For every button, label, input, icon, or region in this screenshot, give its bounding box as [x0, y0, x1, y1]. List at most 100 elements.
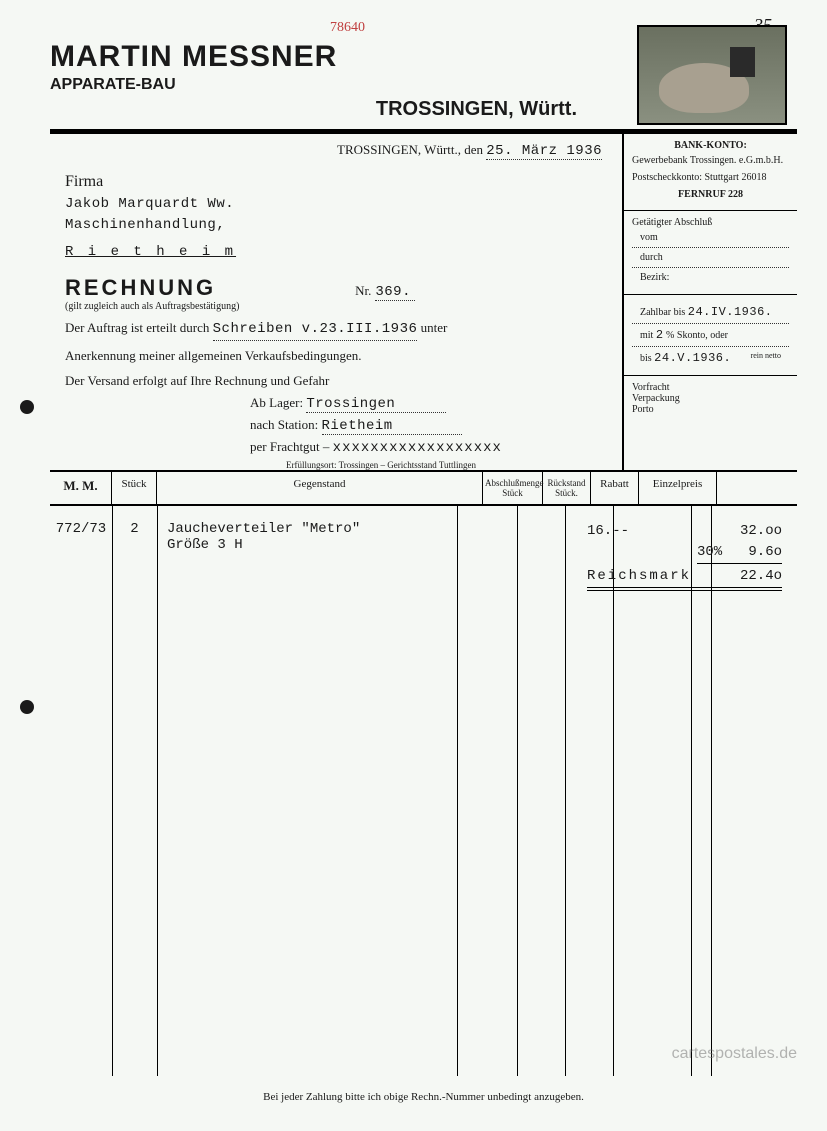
acknowledgement-line: Anerkennung meiner allgemeinen Verkaufsb…: [65, 346, 612, 366]
fulfillment-line: Erfüllungsort: Trossingen – Gerichtsstan…: [150, 460, 612, 470]
rabatt-value: 9.6o: [748, 542, 782, 563]
station-line: nach Station: Rietheim: [250, 417, 612, 435]
invoice-title: RECHNUNG: [65, 275, 216, 301]
vline: [711, 506, 712, 1076]
vom-field: vom: [632, 228, 789, 248]
cell-stuck: 2: [112, 521, 157, 553]
bezirk-field: Bezirk:: [632, 268, 789, 288]
mit-label: mit: [640, 330, 653, 341]
rein-netto: rein netto: [751, 351, 781, 360]
th-mm: M. M.: [50, 472, 112, 504]
date-line: TROSSINGEN, Württ., den 25. März 1936: [50, 142, 612, 160]
invoice-number-label: Nr.: [355, 283, 371, 299]
date-location: TROSSINGEN, Württ., den: [337, 142, 483, 157]
payment-section: Zahlbar bis 24.IV.1936. mit 2 % Skonto, …: [624, 295, 797, 376]
vline: [613, 506, 614, 1076]
vline: [565, 506, 566, 1076]
ab-lager-line: Ab Lager: Trossingen: [250, 395, 612, 413]
verpackung-label: Verpackung: [632, 393, 789, 404]
bank-line2: Postscheckkonto: Stuttgart 26018: [632, 170, 789, 185]
order-prefix: Der Auftrag ist erteilt durch: [65, 320, 209, 335]
subtotal: 32.oo: [740, 521, 782, 542]
per-strikeout: xxxxxxxxxxxxxxxxxx: [333, 440, 502, 456]
right-column: BANK-KONTO: Gewerbebank Trossingen. e.G.…: [622, 134, 797, 470]
item-line1: Jaucheverteiler "Metro": [167, 521, 457, 537]
footer-note: Bei jeder Zahlung bitte ich obige Rechn.…: [50, 1091, 797, 1103]
order-suffix: unter: [421, 320, 448, 335]
recipient-city: R i e t h e i m: [65, 242, 612, 263]
station-label: nach Station:: [250, 417, 318, 432]
zahlbar-label: Zahlbar bis: [640, 307, 685, 318]
recipient-address: Firma Jakob Marquardt Ww. Maschinenhandl…: [65, 170, 612, 263]
currency-label: Reichsmark: [587, 566, 691, 587]
rabatt-label: 30%: [697, 542, 722, 563]
vline: [457, 506, 458, 1076]
bank-box: BANK-KONTO: Gewerbebank Trossingen. e.G.…: [624, 134, 797, 211]
invoice-table: M. M. Stück Gegenstand Abschlußmenge Stü…: [50, 470, 797, 1076]
order-value: Schreiben v.23.III.1936: [213, 319, 418, 341]
skonto-value: 2: [656, 328, 664, 342]
th-gegenstand: Gegenstand: [157, 472, 483, 504]
vline: [112, 506, 113, 1076]
th-stuck: Stück: [112, 472, 157, 504]
zahlbar-line: Zahlbar bis 24.IV.1936.: [632, 301, 789, 324]
th-einzelpreis: Einzelpreis: [639, 472, 717, 504]
unit-price: 16.--: [587, 521, 629, 542]
company-location: TROSSINGEN, Württ.: [50, 98, 577, 121]
final-amount: 22.4o: [740, 566, 782, 587]
porto-label: Porto: [632, 404, 789, 415]
zahlbar-value: 24.IV.1936.: [688, 305, 773, 319]
invoice-number-value: 369.: [375, 284, 415, 301]
per-line: per Frachtgut – xxxxxxxxxxxxxxxxxx: [250, 439, 612, 456]
th-abschluss: Abschlußmenge Stück: [483, 472, 543, 504]
vline: [517, 506, 518, 1076]
table-header-row: M. M. Stück Gegenstand Abschlußmenge Stü…: [50, 472, 797, 506]
recipient-trade: Maschinenhandlung,: [65, 215, 612, 236]
bis-value: 24.V.1936.: [654, 351, 731, 365]
red-annotation: 78640: [330, 20, 365, 36]
skonto-suffix: % Skonto, oder: [666, 330, 728, 341]
bis-line: bis 24.V.1936. rein netto: [632, 347, 789, 369]
header-photo: [637, 25, 787, 125]
left-column: TROSSINGEN, Württ., den 25. März 1936 Fi…: [50, 134, 622, 470]
calc-rabatt: 30% 9.6o: [697, 542, 782, 564]
vline: [691, 506, 692, 1076]
calculation-area: 16.-- 32.oo 30% 9.6o Reichsmark 22.4o: [587, 521, 797, 591]
durch-field: durch: [632, 248, 789, 268]
calc-final: Reichsmark 22.4o: [587, 566, 782, 588]
firma-label: Firma: [65, 170, 612, 194]
ab-lager-label: Ab Lager:: [250, 395, 303, 410]
calc-unit-subtotal: 16.-- 32.oo: [587, 521, 782, 542]
table-body: 772/73 2 Jaucheverteiler "Metro" Größe 3…: [50, 506, 797, 1076]
shipping-line: Der Versand erfolgt auf Ihre Rechnung un…: [65, 371, 612, 391]
header-rule: [50, 129, 797, 134]
th-ruckstand: Rückstand Stück.: [543, 472, 591, 504]
date-value: 25. März 1936: [486, 143, 602, 160]
ab-lager-value: Trossingen: [306, 396, 446, 413]
abschluss-section: Getätigter Abschluß vom durch Bezirk:: [624, 211, 797, 295]
charges-section: Vorfracht Verpackung Porto: [624, 376, 797, 421]
bank-title: BANK-KONTO:: [632, 140, 789, 151]
bank-phone: FERNRUF 228: [632, 187, 789, 202]
abschluss-label: Getätigter Abschluß: [632, 217, 789, 228]
punch-hole: [20, 700, 34, 714]
vline: [157, 506, 158, 1076]
th-total: [717, 472, 797, 504]
double-underline: [587, 590, 782, 591]
per-label: per Frachtgut –: [250, 439, 329, 454]
watermark: cartespostales.de: [672, 1045, 797, 1063]
bank-line1: Gewerbebank Trossingen. e.G.m.b.H.: [632, 153, 789, 168]
cell-gegenstand: Jaucheverteiler "Metro" Größe 3 H: [157, 521, 457, 553]
item-line2: Größe 3 H: [167, 537, 457, 553]
cell-mm: 772/73: [50, 521, 112, 553]
skonto-line: mit 2 % Skonto, oder: [632, 324, 789, 347]
vorfracht-label: Vorfracht: [632, 382, 789, 393]
invoice-subtitle: (gilt zugleich auch als Auftragsbestätig…: [65, 301, 612, 312]
recipient-name: Jakob Marquardt Ww.: [65, 194, 612, 215]
punch-hole: [20, 400, 34, 414]
letterhead: 35 78640 MARTIN MESSNER APPARATE-BAU TRO…: [50, 40, 797, 121]
station-value: Rietheim: [322, 418, 462, 435]
order-line: Der Auftrag ist erteilt durch Schreiben …: [65, 318, 612, 341]
bis-label: bis: [640, 353, 652, 364]
th-rabatt: Rabatt: [591, 472, 639, 504]
